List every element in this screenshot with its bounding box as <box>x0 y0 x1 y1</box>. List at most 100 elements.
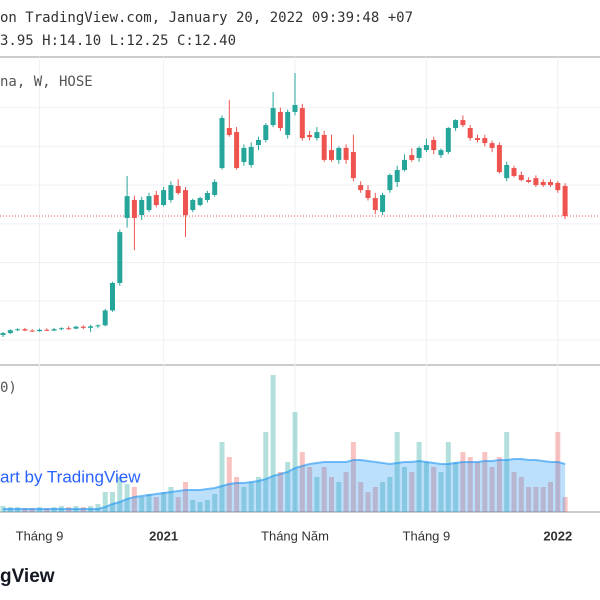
volume-bar <box>175 497 181 512</box>
candle-body <box>445 128 451 152</box>
candle-body <box>358 185 364 191</box>
volume-bar <box>168 487 174 512</box>
volume-bar <box>131 487 137 512</box>
candle-body <box>44 329 50 331</box>
candle-body <box>270 108 276 126</box>
volume-bar <box>197 502 203 512</box>
candle-body <box>153 194 159 206</box>
candle-body <box>511 168 517 176</box>
candle-body <box>175 186 181 194</box>
volume-bar <box>372 487 378 512</box>
volume-ma-area <box>3 459 566 512</box>
candle-body <box>102 310 108 326</box>
x-tick-label: Tháng 9 <box>16 528 64 543</box>
candle-body <box>423 145 429 151</box>
candle-body <box>365 190 371 199</box>
candle-body <box>394 169 400 182</box>
x-tick-label: Tháng Năm <box>261 528 329 543</box>
candle-body <box>197 198 203 206</box>
candle-body <box>0 333 6 336</box>
candle-body <box>256 139 261 146</box>
volume-label: 0) <box>0 380 17 396</box>
x-tick-label: 2022 <box>543 528 572 543</box>
volume-bar <box>277 472 283 512</box>
volume-bar <box>358 482 364 512</box>
volume-bar <box>555 432 561 512</box>
candle-body <box>168 185 174 200</box>
volume-bar <box>394 432 400 512</box>
volume-bar <box>504 432 510 512</box>
volume-bar <box>270 375 276 512</box>
candle-body <box>277 111 283 129</box>
x-tick-label: 2021 <box>149 528 178 543</box>
candle-body <box>110 282 115 311</box>
volume-bar <box>102 492 108 512</box>
candle-body <box>131 199 137 218</box>
volume-bar <box>489 467 495 512</box>
candle-body <box>139 199 145 216</box>
volume-bar <box>467 457 473 512</box>
candle-body <box>372 198 378 211</box>
volume-bar <box>380 482 386 512</box>
candle-body <box>73 326 79 329</box>
candle-body <box>504 164 510 179</box>
volume-bar <box>161 492 167 512</box>
candle-body <box>438 150 444 156</box>
symbol-label: na, W, HOSE <box>0 74 93 90</box>
volume-bar <box>533 487 539 512</box>
candle-body <box>329 150 334 160</box>
candle-body <box>526 180 532 182</box>
volume-bar <box>263 432 269 512</box>
volume-bar <box>496 457 502 512</box>
candle-body <box>241 147 247 163</box>
candle-body <box>299 108 305 139</box>
volume-ma-line <box>3 458 566 510</box>
header-line: on TradingView.com, January 20, 2022 09:… <box>0 10 413 26</box>
candle-body <box>7 330 13 334</box>
candle-body <box>518 175 524 181</box>
volume-bar <box>183 482 188 512</box>
candle-body <box>475 138 480 140</box>
candle-body <box>124 196 130 218</box>
volume-bar <box>518 477 524 512</box>
candle-body <box>321 134 327 160</box>
candle-body <box>380 194 386 212</box>
volume-bar <box>548 482 553 512</box>
candle-body <box>66 328 72 330</box>
volume-bar <box>117 477 123 512</box>
volume-bar <box>285 462 291 512</box>
candle-body <box>219 117 225 169</box>
candle-body <box>15 329 21 331</box>
candle-body <box>204 193 210 200</box>
candle-body <box>161 190 167 206</box>
candle-body <box>58 328 64 330</box>
volume-bar <box>402 467 407 512</box>
volume-bar <box>526 487 532 512</box>
candle-body <box>402 159 407 170</box>
candle-body <box>548 181 553 186</box>
candle-body <box>562 186 568 217</box>
volume-bar <box>475 462 480 512</box>
candle-body <box>183 190 188 216</box>
candle-body <box>88 326 94 328</box>
candle-body <box>146 196 152 211</box>
candle-body <box>453 120 459 129</box>
volume-bar <box>329 477 334 512</box>
candle-body <box>95 325 101 327</box>
volume-bar <box>153 497 159 512</box>
volume-bar <box>416 442 422 512</box>
candle-body <box>555 182 561 191</box>
volume-bar <box>307 467 313 512</box>
volume-bar <box>453 462 459 512</box>
volume-bar <box>234 477 240 512</box>
volume-bar <box>511 472 517 512</box>
candle-body <box>336 147 342 160</box>
volume-bar <box>190 500 196 512</box>
candle-body <box>540 181 546 186</box>
candle-body <box>285 111 291 135</box>
candle-body <box>314 132 320 139</box>
volume-bar <box>438 472 444 512</box>
candle-body <box>467 128 473 139</box>
volume-bar <box>540 487 546 512</box>
